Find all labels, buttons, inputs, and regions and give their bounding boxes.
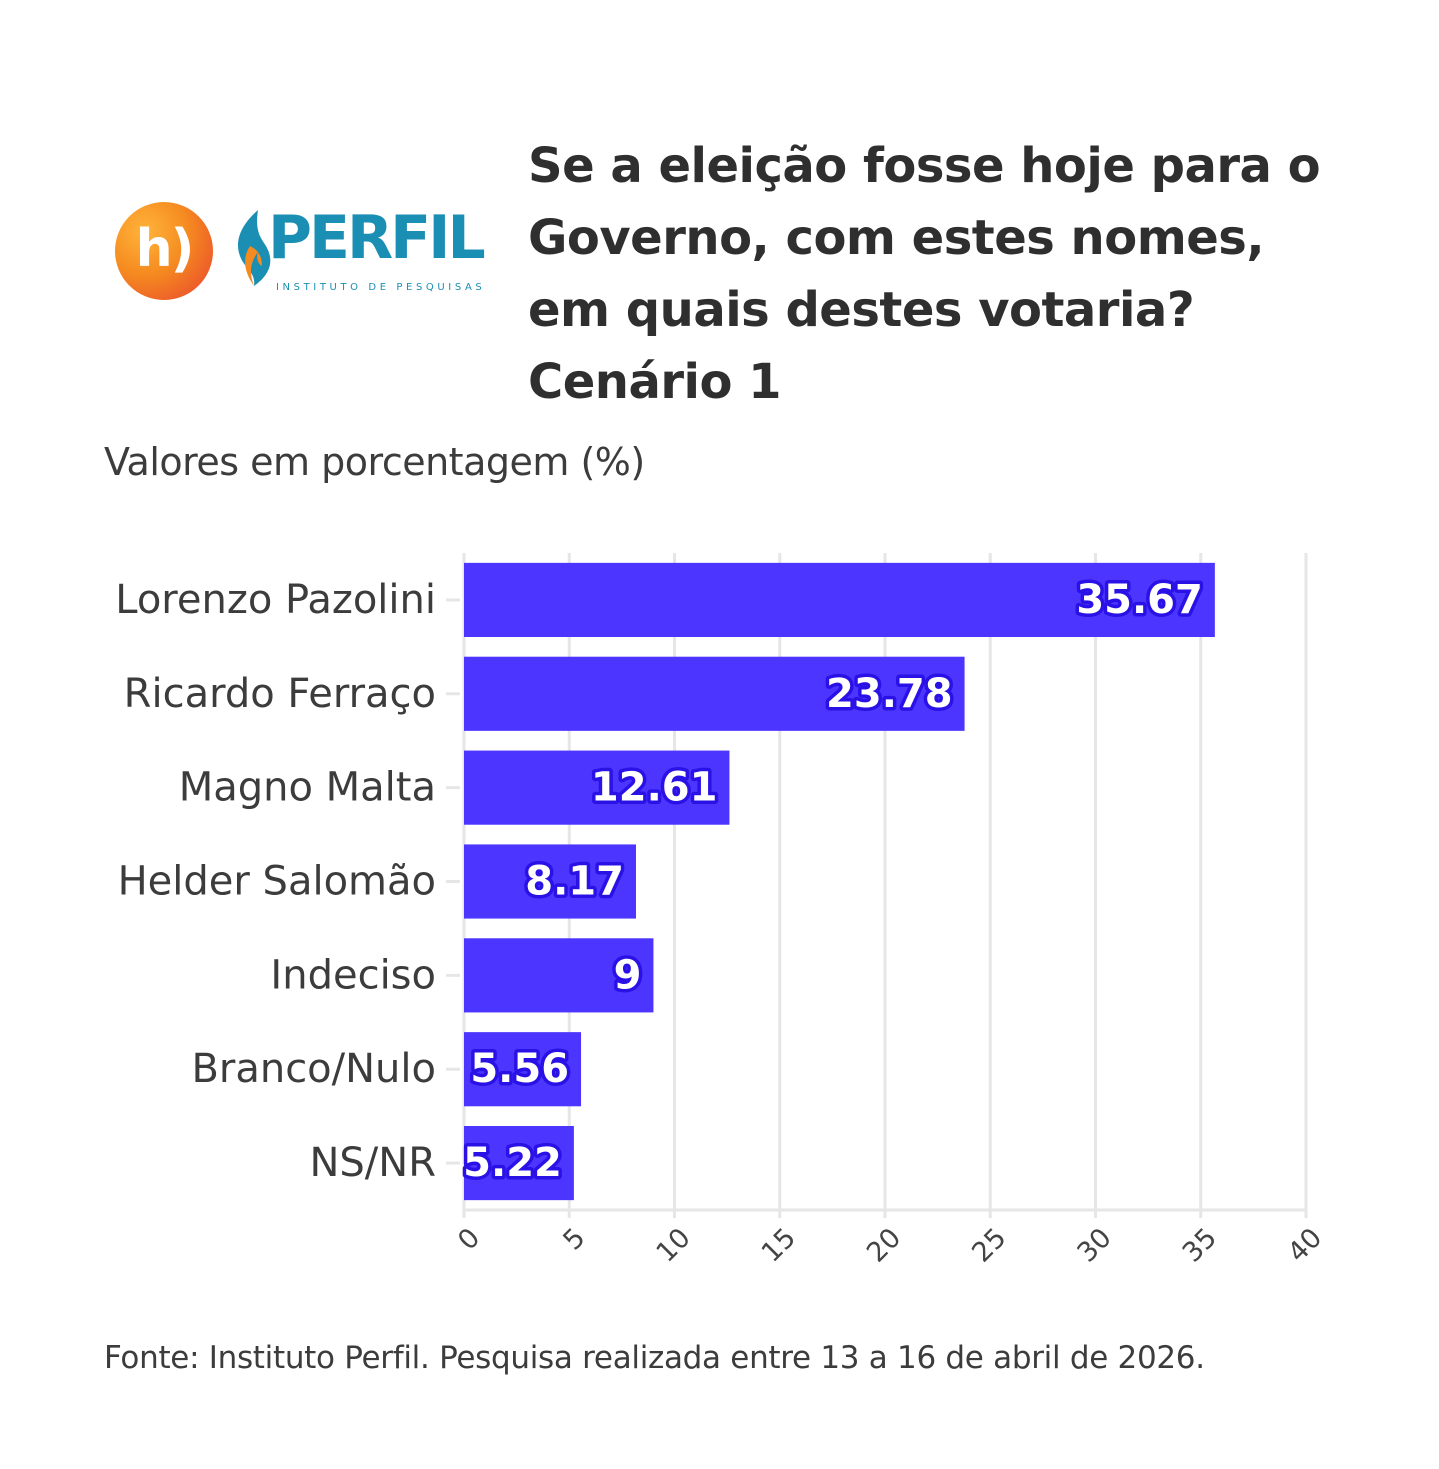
x-tick-label: 15 xyxy=(756,1222,802,1268)
bar xyxy=(464,1125,574,1201)
x-tick-label: 25 xyxy=(966,1222,1012,1268)
brand-h-logo-text: h) xyxy=(135,219,195,279)
category-label: Indeciso xyxy=(270,952,436,998)
data-label: 12.61 xyxy=(591,765,718,811)
chart-title-line: Governo, com estes nomes, xyxy=(528,210,1265,266)
x-tick-label: 20 xyxy=(861,1222,907,1268)
chart-subtitle: Valores em porcentagem (%) xyxy=(104,440,645,484)
data-label: 8.17 xyxy=(525,859,624,905)
x-tick-label: 0 xyxy=(452,1222,486,1256)
data-label: 35.67 xyxy=(1076,577,1203,623)
chart-title-line: Cenário 1 xyxy=(528,354,782,410)
data-label: 23.78 xyxy=(826,671,953,717)
source-note: Fonte: Instituto Perfil. Pesquisa realiz… xyxy=(104,1340,1205,1376)
category-label: Ricardo Ferraço xyxy=(124,671,436,717)
data-label: 5.22 xyxy=(463,1140,562,1186)
bar xyxy=(464,1032,582,1107)
category-label: Magno Malta xyxy=(179,765,436,811)
bar xyxy=(464,562,1215,638)
brand-h-logo: h) xyxy=(115,202,213,300)
chart-title-line: Se a eleição fosse hoje para o xyxy=(528,138,1321,194)
flame-icon xyxy=(238,210,271,286)
chart-title-line: em quais destes votaria? xyxy=(528,282,1195,338)
perfil-logo-wordmark: PERFIL xyxy=(268,203,486,273)
category-label: Helder Salomão xyxy=(118,859,436,905)
data-label: 5.56 xyxy=(470,1046,569,1092)
category-label: Lorenzo Pazolini xyxy=(115,577,436,623)
x-tick-label: 40 xyxy=(1282,1222,1328,1268)
chart-title: Se a eleição fosse hoje para o Governo, … xyxy=(528,130,1408,418)
perfil-logo: PERFIL INSTITUTO DE PESQUISAS xyxy=(228,206,503,298)
bar xyxy=(464,750,730,825)
x-tick-label: 35 xyxy=(1177,1222,1223,1268)
x-tick-label: 30 xyxy=(1072,1222,1118,1268)
perfil-logo-tagline: INSTITUTO DE PESQUISAS xyxy=(276,282,486,293)
category-label: NS/NR xyxy=(309,1140,436,1186)
bar-chart: 0 5 10 15 20 25 30 35 40 Lorenzo Pazolini 35.67 Ric… xyxy=(115,553,1328,1269)
data-label: 9 xyxy=(614,952,642,998)
bar xyxy=(464,844,636,919)
x-tick-label: 5 xyxy=(557,1222,591,1256)
x-tick-label: 10 xyxy=(651,1222,697,1268)
bar xyxy=(464,656,965,731)
bar xyxy=(464,938,654,1013)
category-label: Branco/Nulo xyxy=(191,1046,436,1092)
